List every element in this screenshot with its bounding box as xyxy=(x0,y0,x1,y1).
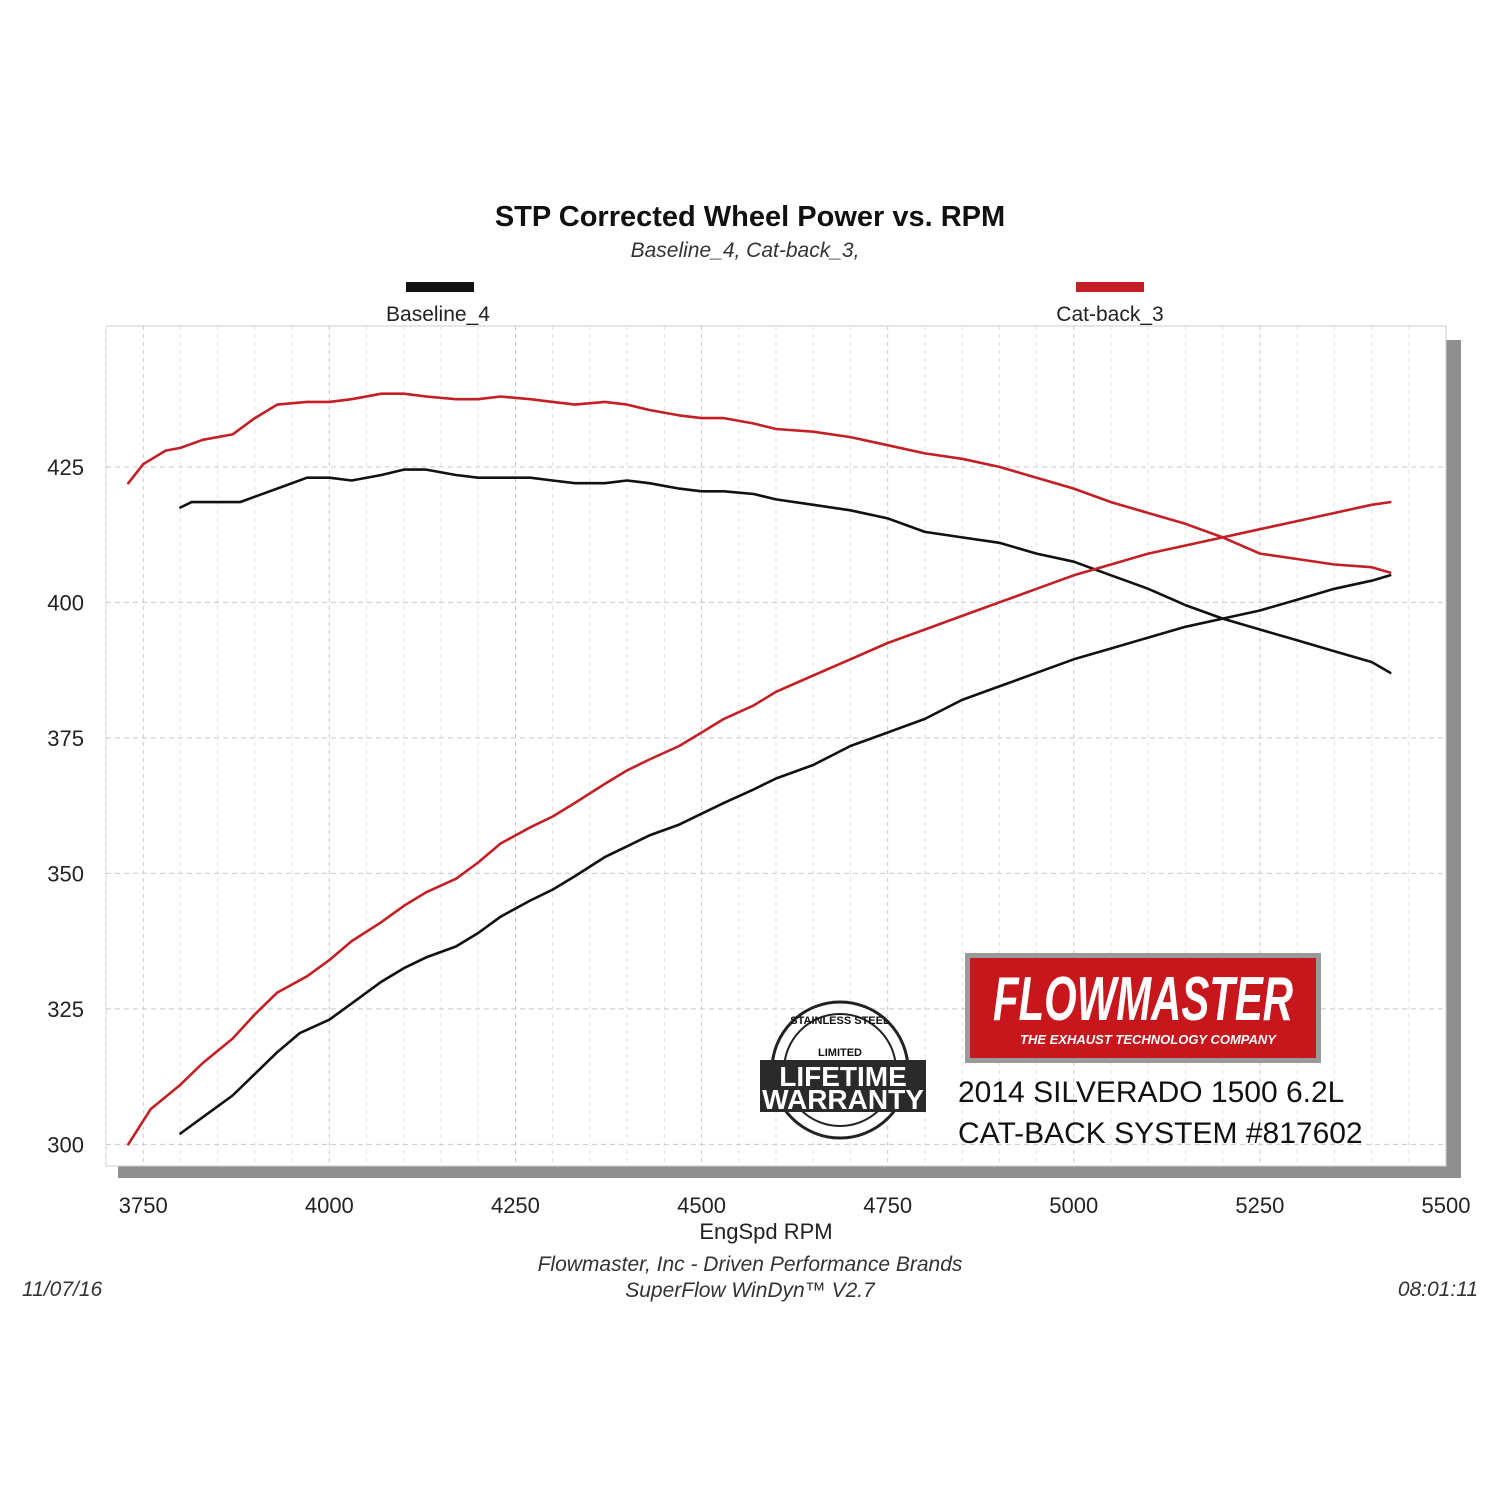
vehicle-caption: 2014 SILVERADO 1500 6.2L xyxy=(958,1076,1344,1109)
series-line-baseline-power-lower xyxy=(179,574,1392,1135)
legend: Baseline_4 Cat-back_3 xyxy=(386,282,1164,326)
badge-warranty-text: WARRANTY xyxy=(762,1084,924,1115)
x-tick-label: 4750 xyxy=(863,1193,912,1218)
footer-time: 08:01:11 xyxy=(1398,1278,1478,1301)
legend-label-catback: Cat-back_3 xyxy=(1056,303,1163,326)
y-tick-labels: 300 325 350 375 400 425 xyxy=(47,455,84,1157)
series-layer xyxy=(127,392,1392,1146)
y-tick-label: 350 xyxy=(47,861,84,886)
x-tick-label: 5000 xyxy=(1049,1193,1098,1218)
x-axis-label: EngSpd RPM xyxy=(699,1219,832,1244)
x-tick-labels: 3750 4000 4250 4500 4750 5000 5250 5500 xyxy=(119,1193,1471,1218)
x-tick-label: 4500 xyxy=(677,1193,726,1218)
x-tick-label: 4000 xyxy=(305,1193,354,1218)
y-tick-label: 300 xyxy=(47,1132,84,1157)
x-tick-label: 3750 xyxy=(119,1193,168,1218)
badge-lifetime-text: LIFETIME xyxy=(779,1061,907,1092)
badge-top-text: STAINLESS STEEL xyxy=(790,1015,890,1027)
series-line-baseline-power-upper xyxy=(179,468,1392,675)
logo-tagline: THE EXHAUST TECHNOLOGY COMPANY xyxy=(1020,1032,1277,1047)
y-tick-label: 375 xyxy=(47,726,84,751)
footer-company: Flowmaster, Inc - Driven Performance Bra… xyxy=(538,1253,963,1276)
badge-limited-text: LIMITED xyxy=(818,1047,862,1059)
series-line-catback-power-upper xyxy=(127,392,1392,574)
flowmaster-logo: FLOWMASTER THE EXHAUST TECHNOLOGY COMPAN… xyxy=(965,953,1321,1063)
y-tick-label: 325 xyxy=(47,997,84,1022)
logo-wordmark: FLOWMASTER xyxy=(993,965,1293,1034)
x-tick-label: 5250 xyxy=(1235,1193,1284,1218)
system-caption: CAT-BACK SYSTEM #817602 xyxy=(958,1117,1363,1150)
legend-swatch-baseline xyxy=(406,282,474,292)
y-tick-label: 425 xyxy=(47,455,84,480)
logo-red-panel xyxy=(970,958,1316,1058)
warranty-badge: STAINLESS STEEL LIMITED LIFETIME WARRANT… xyxy=(760,1000,926,1140)
footer-software: SuperFlow WinDyn™ V2.7 xyxy=(625,1279,876,1302)
footer-date: 11/07/16 xyxy=(22,1278,103,1301)
x-tick-label: 5500 xyxy=(1422,1193,1471,1218)
grid-lines xyxy=(105,326,1447,1166)
legend-swatch-catback xyxy=(1076,282,1144,292)
chart-title: STP Corrected Wheel Power vs. RPM xyxy=(495,201,1005,233)
x-tick-label: 4250 xyxy=(491,1193,540,1218)
series-line-catback-power-lower xyxy=(127,500,1392,1146)
chart-subtitle: Baseline_4, Cat-back_3, xyxy=(631,239,860,262)
y-tick-label: 400 xyxy=(47,590,84,615)
badge-band xyxy=(760,1060,926,1112)
legend-label-baseline: Baseline_4 xyxy=(386,303,490,326)
